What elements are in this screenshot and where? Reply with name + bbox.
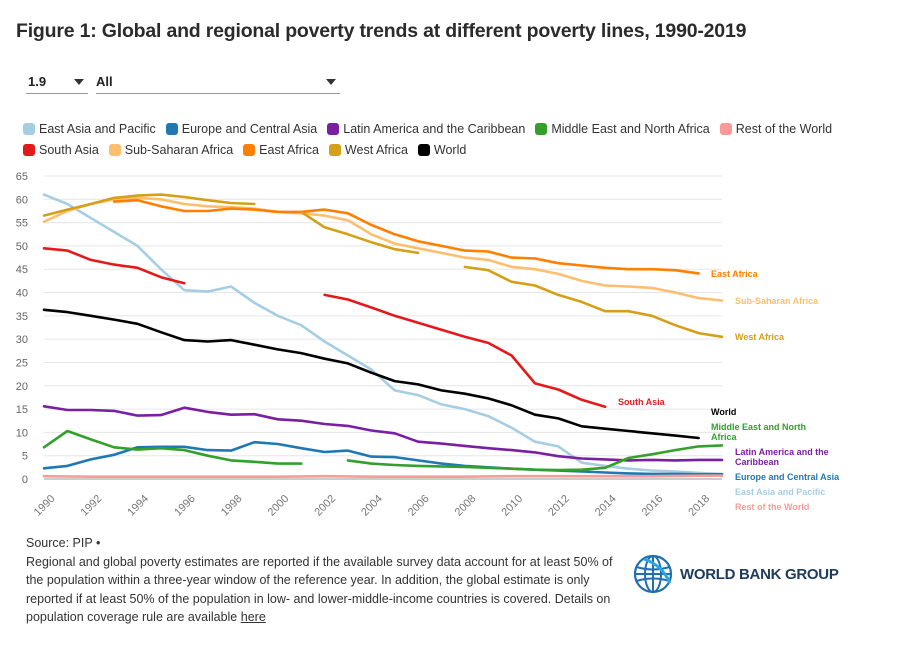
- coverage-note: Regional and global poverty estimates ar…: [26, 553, 626, 627]
- legend-item[interactable]: Rest of the World: [719, 121, 833, 136]
- legend-swatch: [535, 122, 548, 135]
- legend-item[interactable]: Sub-Saharan Africa: [108, 142, 234, 157]
- poverty-line-value: 1.9: [28, 74, 47, 89]
- x-tick-label: 2014: [593, 493, 619, 519]
- series-end-label: Sub-Saharan Africa: [735, 296, 819, 306]
- legend-swatch: [417, 143, 430, 156]
- legend-label: Europe and Central Asia: [181, 121, 318, 136]
- legend-swatch: [243, 143, 256, 156]
- x-tick-label: 2004: [359, 493, 385, 519]
- chevron-down-icon: [74, 78, 84, 85]
- legend-item[interactable]: South Asia: [23, 142, 99, 157]
- y-tick-label: 40: [16, 288, 28, 300]
- coverage-note-text: Regional and global poverty estimates ar…: [26, 554, 613, 625]
- series-line: [42, 405, 724, 462]
- legend-label: Sub-Saharan Africa: [124, 142, 234, 157]
- legend-label: Middle East and North Africa: [551, 121, 710, 136]
- legend-label: Rest of the World: [735, 121, 833, 136]
- x-tick-label: 1996: [172, 493, 198, 519]
- y-tick-label: 30: [16, 334, 28, 346]
- legend-label: East Africa: [259, 142, 319, 157]
- series-end-label: Caribbean: [735, 457, 779, 467]
- x-tick-label: 2006: [406, 493, 432, 519]
- y-tick-label: 50: [16, 241, 28, 253]
- series-line: [42, 440, 724, 476]
- series-line: [42, 308, 700, 440]
- series-end-label: South Asia: [618, 397, 666, 407]
- series-end-label: Latin America and the: [735, 447, 829, 457]
- legend-item[interactable]: East Asia and Pacific: [23, 121, 156, 136]
- legend-swatch: [327, 122, 340, 135]
- legend-swatch: [719, 122, 732, 135]
- y-tick-label: 15: [16, 404, 28, 416]
- legend-swatch: [108, 143, 121, 156]
- y-tick-label: 65: [16, 171, 28, 183]
- source-text: Source: PIP •: [26, 536, 101, 550]
- x-tick-label: 2002: [312, 493, 338, 519]
- y-tick-label: 5: [22, 451, 28, 463]
- series-end-label: Europe and Central Asia: [735, 472, 840, 482]
- series-end-label: West Africa: [735, 332, 785, 342]
- y-tick-label: 20: [16, 381, 28, 393]
- legend-item[interactable]: Middle East and North Africa: [535, 121, 710, 136]
- legend-item[interactable]: Latin America and the Caribbean: [327, 121, 525, 136]
- x-tick-label: 2016: [640, 493, 666, 519]
- legend-item[interactable]: Europe and Central Asia: [165, 121, 318, 136]
- series-line: [42, 474, 724, 478]
- series-line: [42, 196, 724, 302]
- x-tick-label: 2008: [453, 493, 479, 519]
- legend-swatch: [328, 143, 341, 156]
- y-tick-label: 0: [22, 474, 28, 486]
- legend-swatch: [23, 143, 35, 156]
- globe-icon: [633, 554, 673, 594]
- series-end-label: East Africa: [711, 269, 759, 279]
- y-tick-label: 35: [16, 311, 28, 323]
- series-line: [42, 429, 724, 472]
- line-chart: 0 5 10 15 20 25 30 35 40 45 50 55 60 65 1990 1992 1994 19…: [16, 171, 840, 519]
- y-tick-label: 10: [16, 427, 28, 439]
- chart-title: Figure 1: Global and regional poverty tr…: [16, 20, 747, 42]
- x-tick-label: 2000: [266, 493, 292, 519]
- y-tick-label: 45: [16, 264, 28, 276]
- legend-label: Latin America and the Caribbean: [343, 121, 526, 136]
- y-tick-label: 60: [16, 194, 28, 206]
- x-tick-label: 2012: [546, 493, 572, 519]
- x-tick-label: 2010: [499, 493, 525, 519]
- legend-item[interactable]: East Africa: [243, 142, 319, 157]
- world-bank-logo: WORLD BANK GROUP: [632, 553, 839, 595]
- world-bank-logo-text: WORLD BANK GROUP: [680, 565, 839, 583]
- legend-label: World: [433, 142, 467, 157]
- region-value: All: [96, 74, 113, 89]
- x-tick-label: 1994: [125, 493, 151, 519]
- series-end-label: Middle East and North: [711, 422, 806, 432]
- legend-label: South Asia: [39, 142, 99, 157]
- x-tick-label: 1998: [219, 493, 245, 519]
- x-tick-label: 1992: [79, 493, 105, 519]
- y-tick-label: 55: [16, 218, 28, 230]
- x-tick-label: 2018: [686, 493, 712, 519]
- legend-swatch: [165, 122, 178, 135]
- series-end-label: World: [711, 407, 736, 417]
- chart-legend: East Asia and Pacific Europe and Central …: [23, 121, 883, 157]
- poverty-line-select[interactable]: 1.9: [26, 70, 88, 94]
- series-line: [112, 198, 700, 275]
- legend-item[interactable]: West Africa: [328, 142, 408, 157]
- chevron-down-icon: [326, 78, 336, 85]
- series-end-label: East Asia and Pacific: [735, 487, 825, 497]
- y-tick-label: 25: [16, 357, 28, 369]
- coverage-details-link[interactable]: here: [240, 610, 266, 624]
- legend-label: East Asia and Pacific: [39, 121, 156, 136]
- series-end-label: Rest of the World: [735, 502, 809, 512]
- x-tick-label: 1990: [32, 493, 58, 519]
- region-select[interactable]: All: [96, 70, 340, 94]
- series-end-label: Africa: [711, 432, 738, 442]
- series-line: [42, 247, 607, 408]
- legend-swatch: [23, 122, 35, 135]
- legend-label: West Africa: [344, 142, 408, 157]
- chart-footer: Source: PIP • Regional and global povert…: [26, 534, 626, 627]
- series-line: [42, 193, 724, 339]
- legend-item[interactable]: World: [417, 142, 467, 157]
